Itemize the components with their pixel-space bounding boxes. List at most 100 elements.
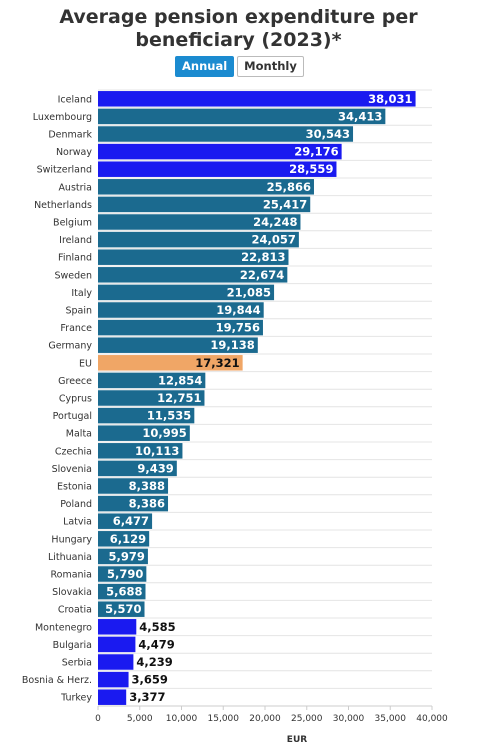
- x-axis-title: EUR: [287, 735, 307, 745]
- chart-title-line-2: beneficiary (2023)*: [135, 29, 342, 51]
- category-label: Switzerland: [37, 165, 92, 176]
- value-label: 5,688: [106, 585, 142, 599]
- value-label: 19,756: [216, 321, 260, 335]
- bar: [98, 143, 342, 160]
- value-label: 25,866: [267, 180, 311, 194]
- annual-button[interactable]: Annual: [175, 56, 235, 77]
- value-label: 9,439: [137, 461, 173, 475]
- bar: [98, 231, 299, 248]
- bar: [98, 390, 205, 406]
- value-label: 12,751: [157, 391, 201, 405]
- category-label: Czechia: [55, 446, 92, 457]
- value-label: 10,113: [135, 444, 179, 458]
- x-tick-label: 35,000: [375, 714, 407, 724]
- category-label: Croatia: [58, 605, 92, 616]
- chart-title: Average pension expenditure per benefici…: [0, 6, 477, 52]
- value-label: 5,790: [107, 567, 143, 581]
- category-label: Bosnia & Herz.: [22, 675, 92, 686]
- x-tick-label: 30,000: [333, 714, 365, 724]
- period-toggle: Annual Monthly: [175, 56, 304, 77]
- bar: [98, 214, 301, 230]
- bar: [98, 495, 169, 512]
- bar: [98, 689, 127, 705]
- bar: [98, 267, 288, 283]
- x-tick-label: 5,000: [127, 714, 153, 724]
- value-label: 6,477: [113, 514, 149, 528]
- bar: [98, 355, 243, 371]
- value-label: 22,674: [240, 268, 284, 282]
- category-label: Spain: [65, 306, 92, 317]
- bar: [98, 460, 177, 477]
- bar: [98, 302, 264, 318]
- value-label: 3,377: [129, 690, 165, 704]
- value-label: 25,417: [263, 197, 307, 211]
- category-label: Lithuania: [48, 552, 92, 563]
- value-label: 38,031: [368, 92, 412, 106]
- bar: [98, 671, 129, 688]
- bar: [98, 407, 195, 424]
- bar: [98, 443, 183, 459]
- x-tick-label: 40,000: [416, 714, 448, 724]
- x-tick-label: 20,000: [249, 714, 281, 724]
- x-tick-label: 25,000: [291, 714, 323, 724]
- bar: [98, 566, 147, 582]
- value-label: 6,129: [110, 532, 146, 546]
- category-label: Poland: [60, 499, 92, 510]
- category-label: Latvia: [63, 517, 92, 528]
- value-label: 3,659: [132, 673, 168, 687]
- bar: [98, 126, 354, 142]
- bar: [98, 196, 311, 213]
- bar: [98, 513, 153, 529]
- x-tick-label: 15,000: [208, 714, 240, 724]
- category-label: Sweden: [54, 270, 92, 281]
- category-label: Belgium: [53, 218, 92, 229]
- value-label: 24,248: [253, 215, 297, 229]
- category-label: Italy: [71, 288, 92, 299]
- category-label: Denmark: [48, 130, 92, 141]
- bar: [98, 179, 314, 195]
- value-label: 21,085: [227, 285, 271, 299]
- category-label: Finland: [58, 253, 92, 264]
- category-label: Norway: [56, 147, 92, 158]
- chart-title-line-1: Average pension expenditure per: [59, 6, 418, 28]
- category-label: Bulgaria: [53, 640, 92, 651]
- bar: [98, 161, 337, 177]
- value-label: 12,854: [158, 373, 202, 387]
- bar: [98, 337, 258, 353]
- bar: [98, 478, 169, 494]
- bar: [98, 654, 134, 670]
- monthly-button[interactable]: Monthly: [237, 56, 304, 77]
- value-label: 19,844: [216, 303, 260, 317]
- category-label: Turkey: [60, 693, 92, 704]
- value-label: 22,813: [241, 250, 285, 264]
- x-tick-label: 0: [95, 714, 101, 724]
- category-label: Ireland: [59, 235, 92, 246]
- bar: [98, 91, 416, 107]
- bar: [98, 583, 146, 600]
- category-label: Montenegro: [35, 622, 92, 633]
- category-label: Malta: [66, 429, 92, 440]
- category-label: France: [60, 323, 92, 334]
- value-label: 24,057: [251, 233, 295, 247]
- value-label: 4,239: [136, 655, 172, 669]
- category-label: Slovenia: [52, 464, 92, 475]
- value-label: 8,386: [129, 497, 165, 511]
- category-label: Estonia: [57, 482, 92, 493]
- bar: [98, 319, 263, 336]
- category-label: Luxembourg: [33, 112, 92, 123]
- value-label: 5,570: [105, 602, 141, 616]
- category-label: Austria: [58, 182, 92, 193]
- bar: [98, 108, 386, 125]
- bar: [98, 249, 289, 265]
- x-tick-label: 10,000: [166, 714, 198, 724]
- bar: [98, 425, 190, 441]
- bar: [98, 601, 145, 617]
- value-label: 11,535: [147, 409, 191, 423]
- category-label: Greece: [58, 376, 92, 387]
- category-label: Slovakia: [52, 587, 92, 598]
- value-label: 28,559: [289, 162, 333, 176]
- value-label: 4,479: [138, 637, 174, 651]
- category-label: Netherlands: [34, 200, 92, 211]
- value-label: 4,585: [139, 620, 175, 634]
- value-label: 30,543: [306, 127, 350, 141]
